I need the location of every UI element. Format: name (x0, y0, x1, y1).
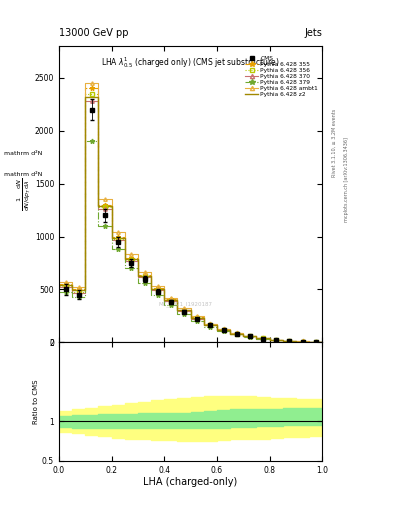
Text: Rivet 3.1.10, ≥ 3.2M events: Rivet 3.1.10, ≥ 3.2M events (332, 109, 337, 178)
Text: mcplots.cern.ch [arXiv:1306.3436]: mcplots.cern.ch [arXiv:1306.3436] (344, 137, 349, 222)
Text: mathrm d²N: mathrm d²N (4, 151, 42, 156)
Text: 13000 GeV pp: 13000 GeV pp (59, 28, 129, 38)
Y-axis label: $\frac{1}{\mathrm{d}N/\mathrm{d}p_T}\frac{\mathrm{d}N}{\mathrm{d}\lambda}$: $\frac{1}{\mathrm{d}N/\mathrm{d}p_T}\fra… (16, 178, 33, 211)
Legend: CMS, Pythia 6.428 355, Pythia 6.428 356, Pythia 6.428 370, Pythia 6.428 379, Pyt: CMS, Pythia 6.428 355, Pythia 6.428 356,… (244, 55, 320, 98)
Text: mathrm d²N: mathrm d²N (4, 172, 42, 177)
Text: LHA $\lambda^{1}_{0.5}$ (charged only) (CMS jet substructure): LHA $\lambda^{1}_{0.5}$ (charged only) (… (101, 55, 280, 70)
X-axis label: LHA (charged-only): LHA (charged-only) (143, 477, 238, 487)
Y-axis label: Ratio to CMS: Ratio to CMS (33, 379, 39, 424)
Text: Jets: Jets (305, 28, 322, 38)
Text: MC_2021_I1920187: MC_2021_I1920187 (158, 301, 212, 307)
